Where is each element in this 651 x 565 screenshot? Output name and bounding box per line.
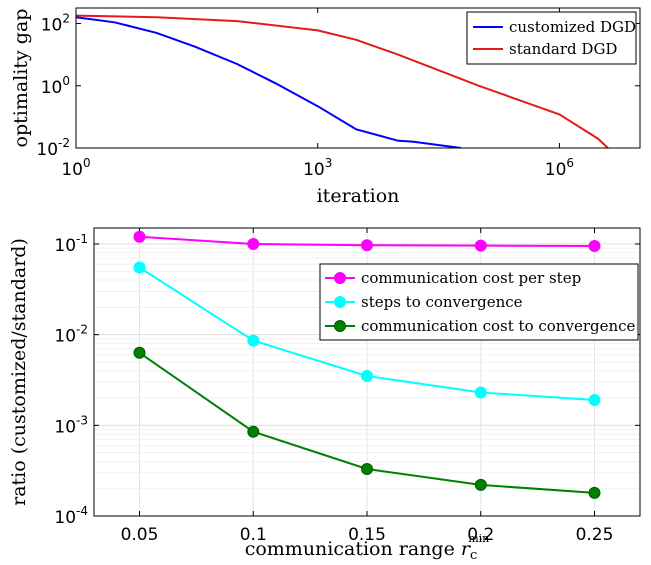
top-y-axis-label: optimality gap bbox=[10, 9, 32, 148]
top-legend: customized DGD standard DGD bbox=[466, 11, 637, 65]
bottom-y-tick-label-exponent: -4 bbox=[76, 504, 88, 518]
bottom-legend-label-1: steps to convergence bbox=[361, 293, 523, 311]
bottom-series-point-2 bbox=[133, 346, 146, 359]
bottom-legend-box bbox=[319, 263, 639, 341]
top-series-line-1 bbox=[76, 14, 609, 148]
top-y-tick-label: 10-2 bbox=[36, 136, 70, 160]
top-legend-label-0: customized DGD bbox=[509, 18, 636, 36]
top-y-tick-label-base: 10 bbox=[41, 78, 63, 98]
bottom-x-axis-label-symbol: r bbox=[461, 538, 472, 560]
bottom-series-point-0 bbox=[133, 230, 146, 243]
bottom-series-point-1 bbox=[133, 261, 146, 274]
bottom-series-point-1 bbox=[588, 394, 601, 406]
bottom-x-axis-label-superscript: min bbox=[468, 532, 489, 545]
bottom-series-point-0 bbox=[247, 238, 260, 250]
bottom-y-tick-label: 10-3 bbox=[54, 413, 88, 437]
bottom-y-tick-label: 10-2 bbox=[54, 323, 88, 347]
bottom-x-tick-label: 0.15 bbox=[348, 525, 386, 545]
bottom-y-tick-label-base: 10 bbox=[54, 508, 76, 528]
top-y-tick-label: 102 bbox=[41, 12, 70, 36]
top-x-tick-label-base: 10 bbox=[61, 160, 83, 180]
top-x-tick-label: 103 bbox=[303, 156, 332, 180]
top-legend-label-1: standard DGD bbox=[509, 40, 617, 58]
bottom-x-axis-label-subscript: c bbox=[470, 548, 477, 563]
bottom-series-point-0 bbox=[474, 239, 487, 252]
top-y-tick-label-exponent: -2 bbox=[58, 136, 70, 150]
top-x-tick-label: 100 bbox=[61, 156, 90, 180]
bottom-legend-label-0: communication cost per step bbox=[361, 269, 581, 287]
top-y-tick-label-base: 10 bbox=[41, 16, 63, 36]
bottom-x-axis-label: communication range rc min bbox=[245, 532, 490, 563]
bottom-legend-marker-2 bbox=[334, 320, 346, 332]
bottom-series-point-2 bbox=[247, 425, 260, 438]
bottom-chart: 0.05 0.1 0.15 0.2 0.2510-410-310-210-1commun… bbox=[8, 227, 641, 563]
top-y-tick-label: 100 bbox=[41, 74, 70, 98]
bottom-x-tick-label: 0.1 bbox=[240, 525, 267, 545]
top-series-line-0 bbox=[76, 16, 462, 148]
bottom-legend-marker-0 bbox=[334, 272, 346, 284]
bottom-series-point-1 bbox=[474, 386, 487, 399]
bottom-series-point-0 bbox=[588, 240, 601, 252]
bottom-y-tick-label-exponent: -1 bbox=[76, 232, 88, 246]
bottom-y-tick-label-base: 10 bbox=[54, 327, 76, 347]
bottom-y-tick-label-base: 10 bbox=[54, 417, 76, 437]
bottom-series-point-2 bbox=[588, 486, 601, 499]
bottom-series-point-2 bbox=[474, 478, 487, 491]
bottom-x-tick-label: 0.05 bbox=[121, 525, 159, 545]
top-x-axis-label: iteration bbox=[317, 185, 400, 207]
bottom-series-point-2 bbox=[361, 463, 373, 475]
bottom-y-tick-label-exponent: -2 bbox=[76, 323, 88, 337]
bottom-y-tick-label-exponent: -3 bbox=[76, 413, 88, 427]
top-axes-box bbox=[75, 7, 641, 149]
top-x-tick-label-exponent: 0 bbox=[83, 156, 91, 170]
top-y-tick-label-base: 10 bbox=[36, 140, 58, 160]
bottom-series-point-1 bbox=[361, 370, 373, 382]
bottom-series-point-1 bbox=[247, 334, 260, 347]
bottom-legend-marker-1 bbox=[334, 296, 346, 308]
bottom-x-axis-label-text: communication range bbox=[245, 538, 461, 560]
bottom-series-point-0 bbox=[361, 239, 373, 252]
bottom-legend-label-2: communication cost to convergence bbox=[361, 317, 636, 335]
bottom-axes-box bbox=[93, 227, 641, 517]
bottom-x-tick-label: 0.25 bbox=[576, 525, 614, 545]
top-y-tick-label-exponent: 2 bbox=[62, 12, 70, 26]
bottom-x-tick-label: 0.2 bbox=[467, 525, 494, 545]
bottom-y-tick-label: 10-4 bbox=[54, 504, 88, 528]
bottom-y-axis-label: ratio (customized/standard) bbox=[8, 238, 30, 506]
top-y-tick-label-exponent: 0 bbox=[62, 74, 70, 88]
top-x-tick-label-base: 10 bbox=[545, 160, 567, 180]
bottom-y-tick-label-base: 10 bbox=[54, 236, 76, 256]
top-x-tick-label-base: 10 bbox=[303, 160, 325, 180]
top-x-tick-label: 106 bbox=[545, 156, 574, 180]
bottom-y-tick-label: 10-1 bbox=[54, 232, 88, 256]
top-legend-box bbox=[466, 11, 637, 65]
top-x-tick-label-exponent: 3 bbox=[325, 156, 333, 170]
bottom-legend: communication cost per step steps to conv… bbox=[319, 263, 639, 341]
top-x-tick-label-exponent: 6 bbox=[566, 156, 574, 170]
